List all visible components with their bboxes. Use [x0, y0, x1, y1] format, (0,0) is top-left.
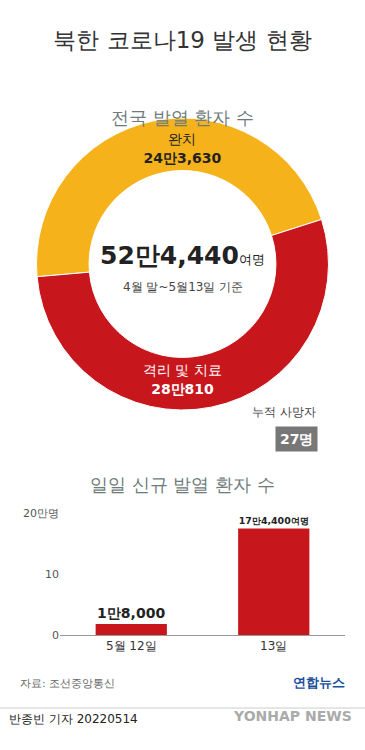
svg-text:자료: 조선중앙통신: 자료: 조선중앙통신 — [20, 677, 115, 690]
svg-text:전국 발열 환자 수: 전국 발열 환자 수 — [111, 107, 254, 128]
svg-text:0: 0 — [52, 629, 59, 642]
svg-text:누적 사망자: 누적 사망자 — [252, 405, 316, 419]
svg-text:10: 10 — [45, 568, 59, 581]
svg-text:27명: 27명 — [280, 431, 313, 447]
svg-text:연합뉴스: 연합뉴스 — [293, 675, 345, 690]
svg-text:5월 12일: 5월 12일 — [106, 639, 157, 653]
svg-text:북한 코로나19 발생 현황: 북한 코로나19 발생 현황 — [53, 27, 311, 53]
svg-text:17만4,400여명: 17만4,400여명 — [239, 515, 309, 526]
svg-text:YONHAP NEWS: YONHAP NEWS — [233, 708, 352, 724]
svg-text:완치24만3,630: 완치24만3,630 — [143, 131, 221, 165]
svg-text:일일 신규 발열 환자 수: 일일 신규 발열 환자 수 — [90, 474, 275, 495]
svg-text:격리 및 치료28만810: 격리 및 치료28만810 — [143, 362, 222, 396]
svg-text:20만명: 20만명 — [23, 507, 59, 520]
svg-text:13일: 13일 — [260, 639, 287, 653]
svg-text:반종빈 기자 20220514: 반종빈 기자 20220514 — [9, 712, 138, 726]
svg-text:1만8,000: 1만8,000 — [97, 605, 165, 621]
svg-text:52만4,440여명: 52만4,440여명 — [100, 241, 265, 270]
svg-text:4월 말~5월13일 기준: 4월 말~5월13일 기준 — [123, 280, 243, 294]
